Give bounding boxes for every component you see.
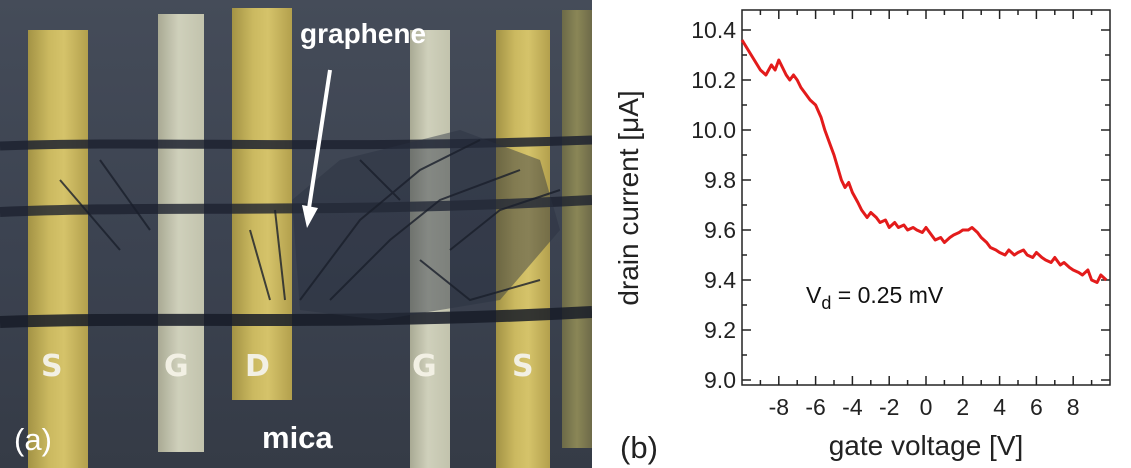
x-tick-label: -4 xyxy=(842,394,863,420)
electrode-label-gate-left: G xyxy=(164,349,189,384)
micrograph-overlay xyxy=(0,69,592,328)
mica-substrate xyxy=(0,0,592,468)
y-tick-label: 9.8 xyxy=(704,167,736,193)
annotation-value: = 0.25 mV xyxy=(831,282,944,308)
arrow-shaft xyxy=(307,69,332,209)
x-tick-label: 6 xyxy=(1030,394,1043,420)
y-tick-label: 10.4 xyxy=(691,17,736,43)
y-tick-label: 9.4 xyxy=(704,267,736,293)
annotation-symbol: V xyxy=(806,282,822,308)
drain-current-chart: 9.0 9.2 9.4 9.6 9.8 10.0 10.2 10.4 -8 -6 -4 -2 0 2 4 6… xyxy=(613,9,1111,465)
electrode-label-gate-right: G xyxy=(412,349,437,384)
series-line xyxy=(740,39,1108,284)
y-tick-labels: 9.0 9.2 9.4 9.6 9.8 10.0 10.2 10.4 xyxy=(691,17,736,393)
source-electrode-right xyxy=(496,30,550,468)
gate-electrode-left xyxy=(158,14,204,452)
y-tick-label: 10.2 xyxy=(691,67,736,93)
chart-panel: 9.0 9.2 9.4 9.6 9.8 10.0 10.2 10.4 -8 -6 -4 -2 0 2 4 6… xyxy=(592,0,1131,468)
panel-b-letter: (b) xyxy=(620,430,658,465)
annotation-subscript: d xyxy=(821,293,831,313)
graphene-flake xyxy=(292,130,560,320)
x-tick-label: 4 xyxy=(993,394,1006,420)
y-axis-title: drain current [μA] xyxy=(613,90,644,305)
x-tick-label: 8 xyxy=(1067,394,1080,420)
x-tick-label: 0 xyxy=(920,394,933,420)
bias-annotation: Vd = 0.25 mV xyxy=(806,282,944,313)
dark-band-upper xyxy=(0,135,592,151)
electrode-label-source-right: S xyxy=(512,349,534,384)
x-tick-label: -6 xyxy=(805,394,825,420)
y-tick-label: 10.0 xyxy=(691,117,736,143)
dark-band-middle xyxy=(0,195,592,217)
x-tick-label: -8 xyxy=(769,394,789,420)
y-tick-label: 9.2 xyxy=(704,317,736,343)
panel-a-letter: (a) xyxy=(14,422,52,457)
electrode-label-drain: D xyxy=(245,349,270,384)
tick-marks xyxy=(742,10,1110,385)
x-axis-title: gate voltage [V] xyxy=(829,430,1024,461)
source-electrode-left xyxy=(28,30,88,468)
x-tick-labels: -8 -6 -4 -2 0 2 4 6 8 xyxy=(769,394,1080,420)
mica-label: mica xyxy=(262,420,333,455)
edge-electrode xyxy=(562,10,592,448)
micrograph-panel: graphene S G D G S mica (a) xyxy=(0,0,592,468)
x-tick-label: -2 xyxy=(879,394,899,420)
arrow-head xyxy=(302,205,318,228)
x-tick-label: 2 xyxy=(956,394,969,420)
gate-electrode-right xyxy=(410,30,450,468)
y-tick-label: 9.0 xyxy=(704,367,736,393)
flake-wrinkles xyxy=(59,139,561,302)
plot-frame xyxy=(741,9,1111,386)
y-tick-label: 9.6 xyxy=(704,217,736,243)
electrode-label-source-left: S xyxy=(41,349,63,384)
dark-band-lower xyxy=(0,306,592,328)
graphene-label: graphene xyxy=(300,18,427,49)
